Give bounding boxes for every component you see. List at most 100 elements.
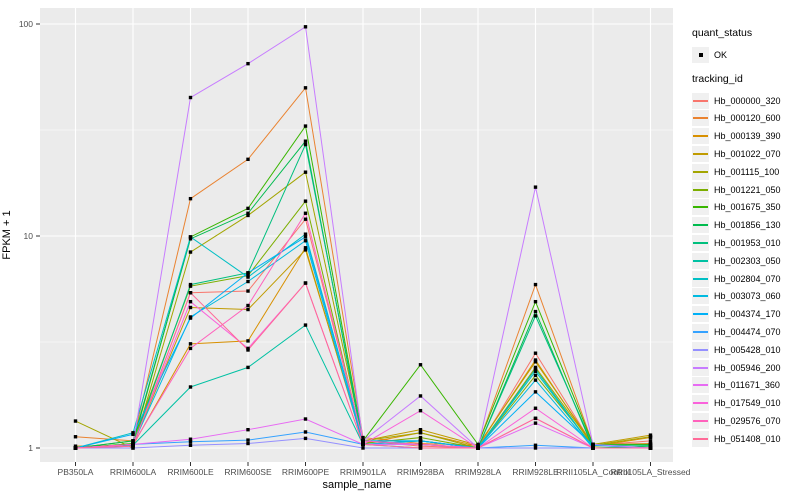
y-axis-title: FPKM + 1 <box>1 210 13 260</box>
point-icon <box>698 52 703 58</box>
data-point <box>533 351 538 355</box>
data-point <box>246 339 250 343</box>
legend-item-label: Hb_011671_360 <box>714 380 780 391</box>
legend-line-swatch <box>693 135 708 138</box>
data-point <box>131 432 135 437</box>
legend-item-label: Hb_001022_070 <box>714 149 781 160</box>
legend-item-label: Hb_001953_010 <box>714 238 781 249</box>
legend-item-Hb_011671_360: Hb_011671_360 <box>692 377 798 395</box>
data-point <box>418 363 423 367</box>
legend-key-box <box>692 430 709 447</box>
data-point <box>418 394 423 398</box>
legend-item-label: Hb_005428_010 <box>714 344 781 355</box>
data-point <box>418 439 423 443</box>
data-point <box>73 446 78 450</box>
legend-title-quant-status: quant_status <box>692 27 753 39</box>
legend-key-box <box>692 163 709 180</box>
legend-line-swatch <box>693 170 708 173</box>
legend-line-swatch <box>693 206 708 209</box>
legend-item-label: Hb_003073_060 <box>714 291 781 302</box>
legend-line-swatch <box>693 277 708 280</box>
data-point <box>246 206 250 211</box>
data-point <box>418 444 423 448</box>
legend-line-swatch <box>693 331 708 334</box>
legend-item-label: Hb_029576_070 <box>714 416 781 427</box>
legend-item-label: Hb_017549_010 <box>714 398 781 409</box>
x-tick-label: RRIM928LA <box>455 467 502 477</box>
data-point <box>246 441 250 446</box>
y-tick-label: 100 <box>19 19 33 29</box>
data-point <box>131 444 135 448</box>
data-point <box>533 369 538 374</box>
data-point <box>533 185 538 189</box>
data-point <box>303 232 308 236</box>
legend-item-label: Hb_001675_350 <box>714 202 781 213</box>
data-point <box>188 385 193 389</box>
data-point <box>533 309 538 314</box>
legend-line-swatch <box>693 384 708 387</box>
data-point <box>533 282 538 287</box>
legend-item-Hb_001675_350: Hb_001675_350 <box>692 199 798 217</box>
data-point <box>73 419 78 423</box>
legend-line-swatch <box>693 259 708 262</box>
legend-item-Hb_029576_070: Hb_029576_070 <box>692 412 798 430</box>
x-tick-label: RRIM600LA <box>110 467 157 477</box>
data-point <box>533 373 538 378</box>
data-point <box>303 199 308 203</box>
x-tick-label: RRIM928BA <box>397 467 445 477</box>
data-point <box>73 435 78 439</box>
data-point <box>188 342 193 346</box>
data-point <box>418 408 423 413</box>
legend-key-box <box>692 359 709 376</box>
data-point <box>246 211 250 215</box>
data-point <box>476 446 480 450</box>
data-point <box>246 438 250 442</box>
x-tick-label: RRIM928LE <box>512 467 559 477</box>
legend-key-box <box>692 270 709 287</box>
data-point <box>303 211 308 215</box>
x-tick-label: RRIM901LA <box>340 467 387 477</box>
data-point <box>188 237 193 241</box>
legend-line-swatch <box>693 313 708 316</box>
data-point <box>188 291 193 295</box>
data-point <box>648 435 653 439</box>
y-tick-label: 1 <box>28 443 33 453</box>
legend-item-label: Hb_051408_010 <box>714 433 781 444</box>
data-point <box>303 170 308 174</box>
data-point <box>361 435 365 440</box>
legend-key-box <box>692 181 709 198</box>
legend-key-box <box>692 306 709 323</box>
data-point <box>131 439 135 443</box>
data-point <box>188 440 193 444</box>
legend-item-label: OK <box>714 49 728 60</box>
data-point <box>188 196 193 201</box>
legend-item-Hb_004474_070: Hb_004474_070 <box>692 323 798 341</box>
data-point <box>533 446 538 450</box>
legend-line-swatch <box>693 402 708 405</box>
data-point <box>533 367 538 371</box>
legend-item-Hb_005946_200: Hb_005946_200 <box>692 359 798 377</box>
legend-item-label: Hb_004374_170 <box>714 309 781 320</box>
legend-item-Hb_000000_320: Hb_000000_320 <box>692 92 798 110</box>
data-point <box>303 436 308 441</box>
x-tick-label: RRIM600SE <box>224 467 272 477</box>
legend-item-Hb_051408_010: Hb_051408_010 <box>692 430 798 448</box>
data-point <box>188 250 193 254</box>
legend-key-box <box>692 46 709 63</box>
data-point <box>361 446 365 450</box>
data-point <box>246 275 250 279</box>
legend-key-box <box>692 110 709 127</box>
legend-item-Hb_003073_060: Hb_003073_060 <box>692 288 798 306</box>
x-axis-title: sample_name <box>322 479 392 491</box>
legend-item-label: Hb_001856_130 <box>714 220 781 231</box>
data-point <box>246 279 250 284</box>
data-point <box>533 416 538 421</box>
data-point <box>303 142 308 147</box>
legend-key-box <box>692 199 709 216</box>
data-point <box>533 390 538 394</box>
legend-item-Hb_000139_390: Hb_000139_390 <box>692 127 798 145</box>
data-point <box>246 157 250 162</box>
legend-key-box <box>692 252 709 269</box>
data-point <box>246 348 250 352</box>
data-point <box>418 431 423 435</box>
